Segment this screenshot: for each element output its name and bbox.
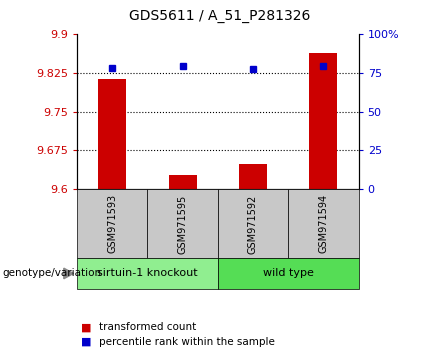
Text: genotype/variation: genotype/variation (2, 268, 101, 279)
Text: GSM971594: GSM971594 (319, 194, 328, 253)
Bar (98, 79, 126, 189)
Bar (169, 175, 197, 189)
Text: GSM971593: GSM971593 (107, 194, 117, 253)
Text: sirtuin-1 knockout: sirtuin-1 knockout (97, 268, 198, 279)
Text: ■: ■ (81, 337, 92, 347)
Bar (239, 165, 267, 189)
Bar (309, 53, 337, 189)
Text: ■: ■ (81, 322, 92, 332)
Text: percentile rank within the sample: percentile rank within the sample (99, 337, 275, 347)
Text: wild type: wild type (263, 268, 314, 279)
Text: GSM971592: GSM971592 (248, 194, 258, 253)
Text: GDS5611 / A_51_P281326: GDS5611 / A_51_P281326 (129, 9, 311, 23)
Text: GSM971595: GSM971595 (178, 194, 187, 253)
Text: transformed count: transformed count (99, 322, 196, 332)
